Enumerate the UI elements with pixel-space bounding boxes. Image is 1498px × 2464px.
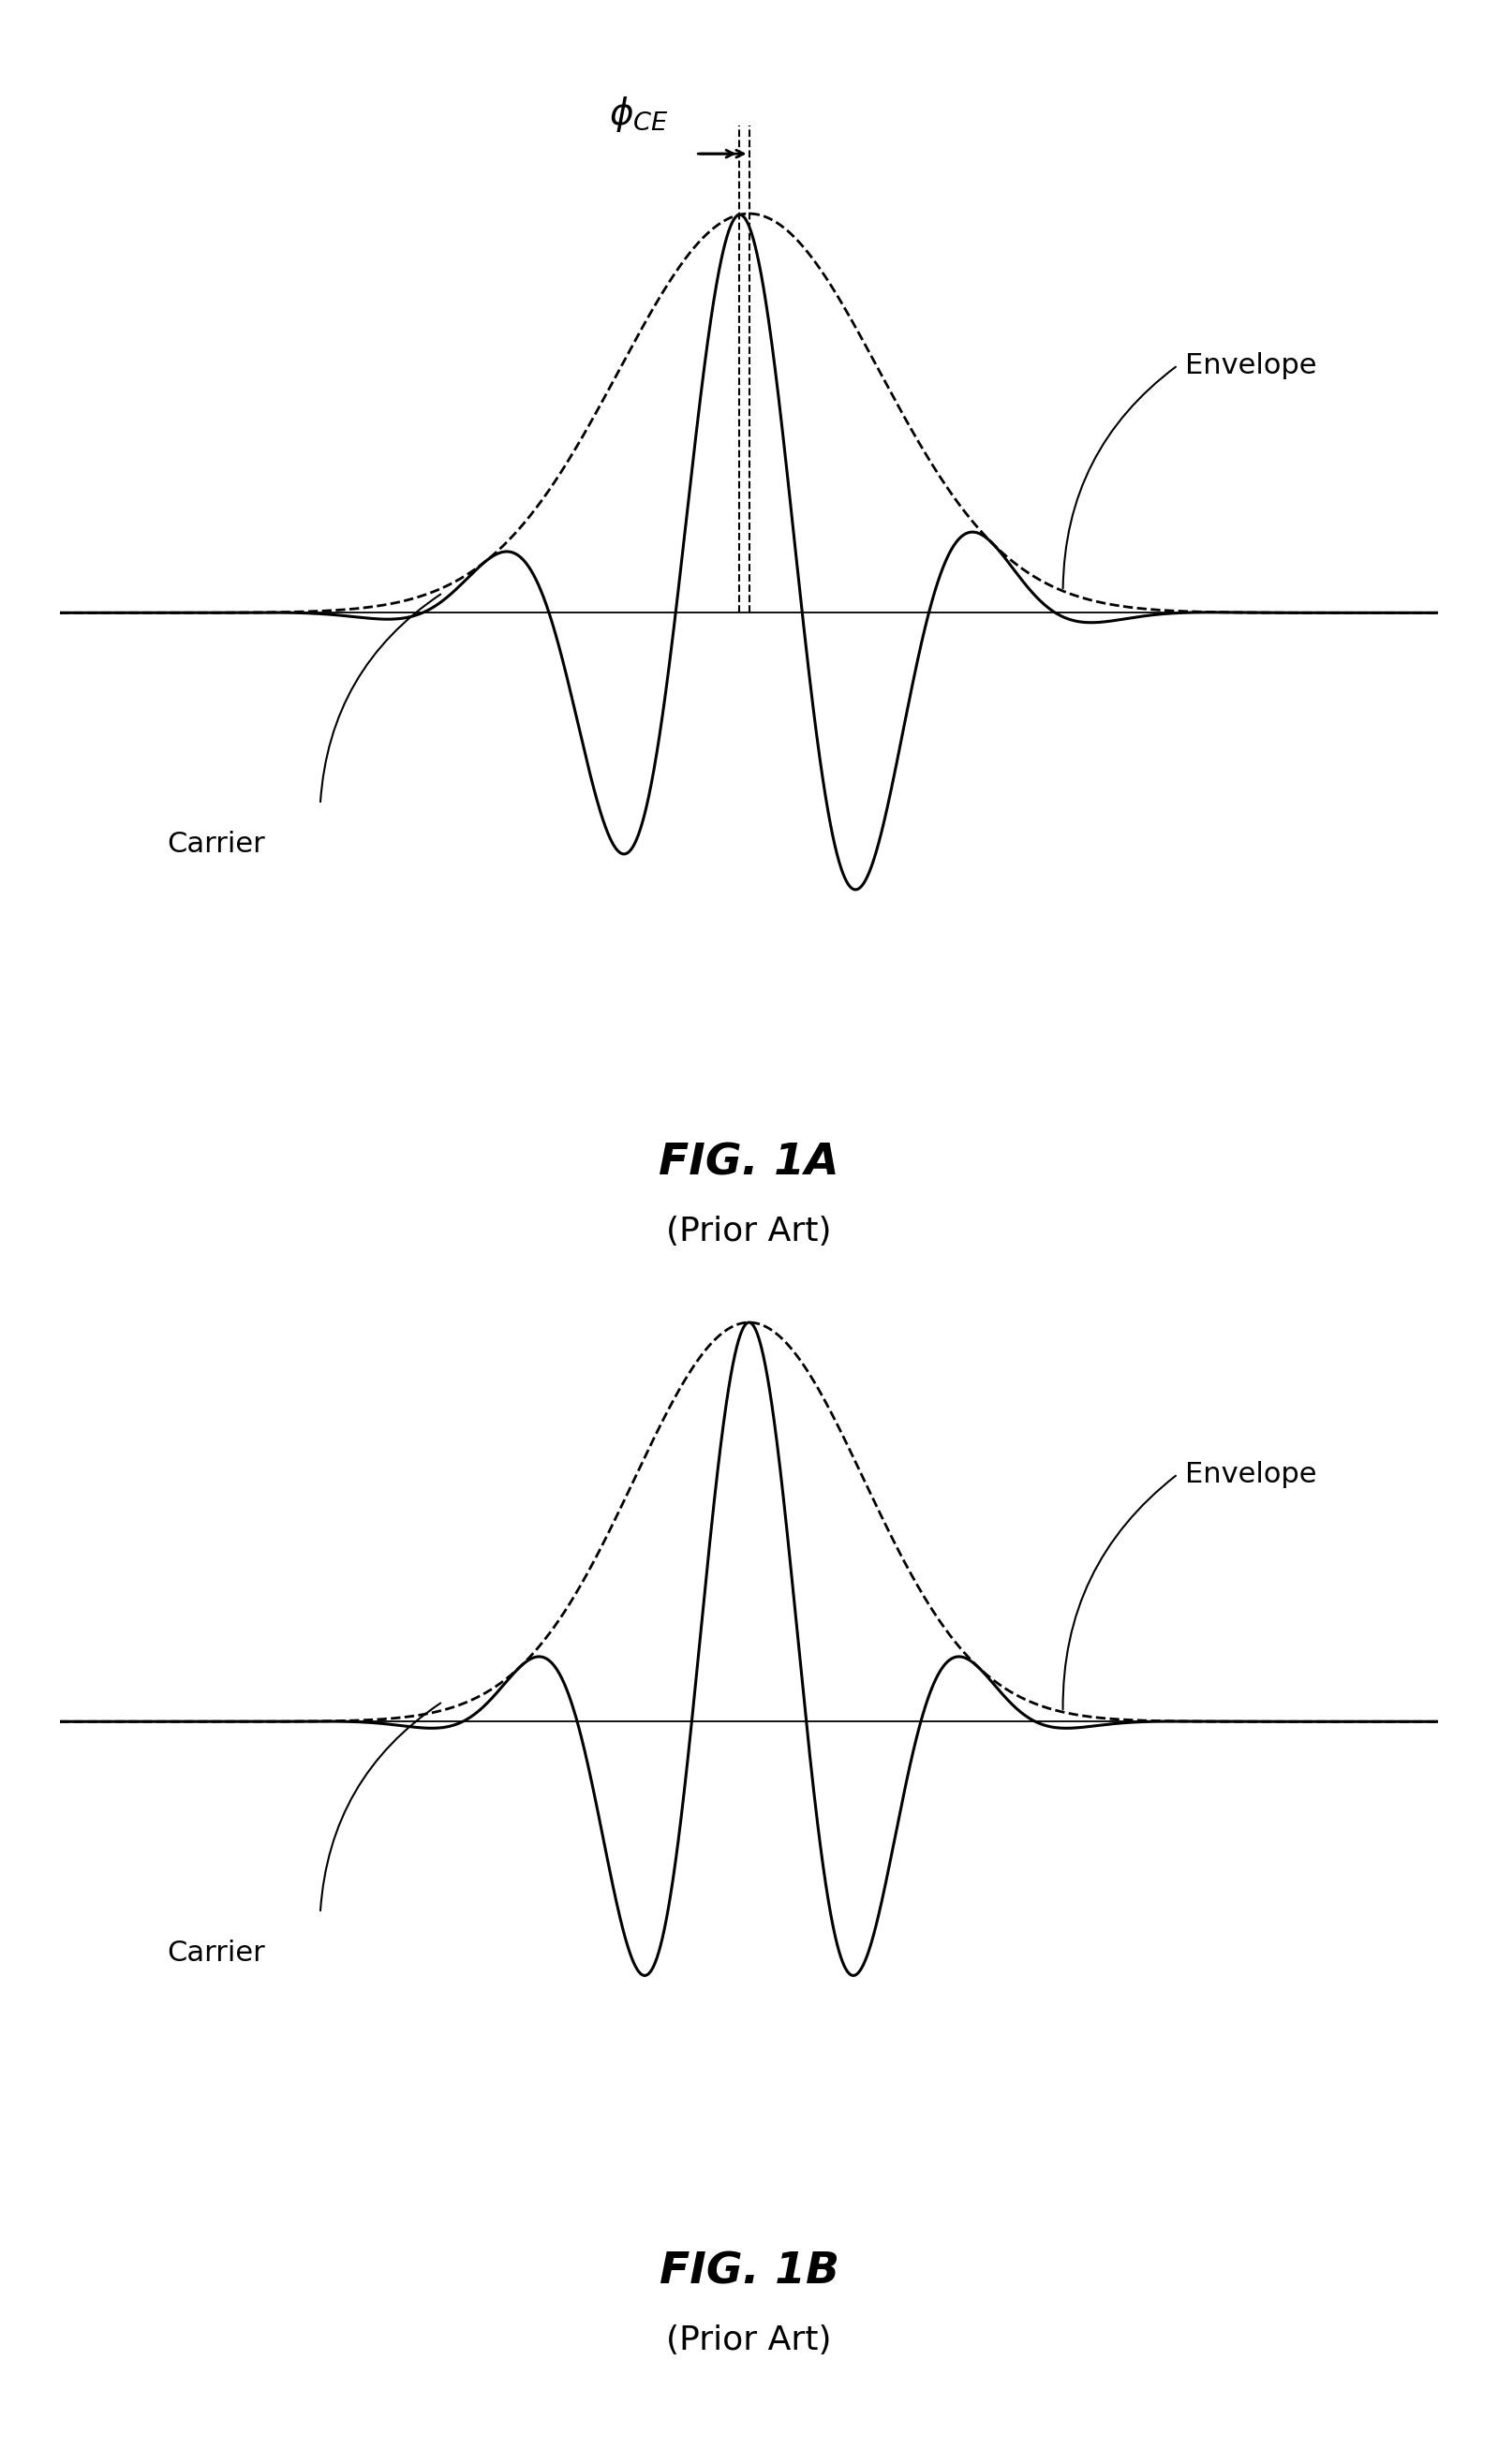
Text: Envelope: Envelope: [1185, 1461, 1317, 1488]
Text: $\phi_{CE}$: $\phi_{CE}$: [608, 94, 668, 133]
Text: (Prior Art): (Prior Art): [667, 1217, 831, 1247]
Text: (Prior Art): (Prior Art): [667, 2326, 831, 2356]
Text: Envelope: Envelope: [1185, 352, 1317, 379]
Text: Carrier: Carrier: [168, 1939, 265, 1966]
Text: FIG. 1B: FIG. 1B: [659, 2250, 839, 2294]
Text: FIG. 1A: FIG. 1A: [659, 1141, 839, 1185]
Text: Carrier: Carrier: [168, 830, 265, 857]
